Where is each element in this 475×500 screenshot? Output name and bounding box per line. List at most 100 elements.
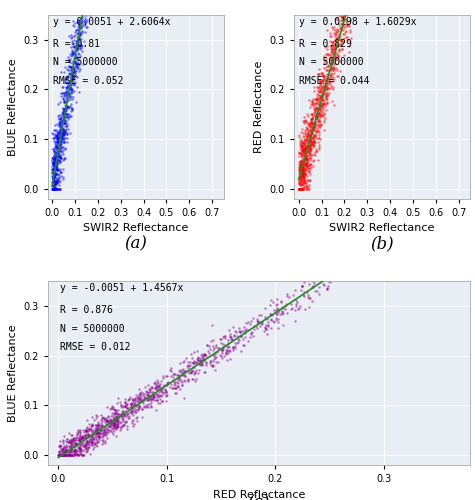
Point: [72, 448, 79, 456]
Point: [148, 396, 155, 404]
Point: [113, 420, 120, 428]
Point: [74, 73, 81, 81]
Point: [63, 451, 71, 459]
Point: [320, 60, 328, 68]
Point: [78, 440, 86, 448]
Point: [77, 445, 85, 453]
Point: [51, 156, 59, 164]
Point: [214, 344, 221, 352]
Point: [305, 121, 313, 129]
Point: [127, 400, 134, 408]
Point: [306, 103, 314, 111]
Point: [330, 40, 337, 48]
Point: [342, 16, 350, 24]
Point: [205, 348, 213, 356]
Point: [319, 101, 327, 109]
Point: [159, 382, 167, 390]
Point: [60, 138, 67, 146]
Point: [76, 30, 83, 38]
Point: [97, 423, 105, 431]
Point: [307, 146, 314, 154]
Point: [56, 444, 63, 452]
Point: [62, 444, 70, 452]
Point: [124, 400, 131, 408]
Point: [85, 443, 92, 451]
Point: [63, 130, 71, 138]
Point: [342, 27, 350, 35]
Point: [91, 434, 98, 442]
Point: [104, 417, 112, 425]
Point: [102, 431, 109, 439]
Point: [327, 64, 335, 72]
Point: [314, 90, 321, 98]
Point: [62, 451, 70, 459]
Point: [306, 149, 314, 157]
Point: [305, 120, 313, 128]
Point: [173, 378, 180, 386]
Point: [337, 40, 344, 48]
Point: [57, 449, 65, 457]
Point: [208, 360, 215, 368]
Point: [85, 433, 92, 441]
Point: [69, 64, 77, 72]
Point: [66, 450, 73, 458]
Point: [229, 343, 237, 351]
Point: [293, 296, 300, 304]
Point: [52, 145, 59, 153]
Point: [127, 402, 134, 410]
Point: [209, 350, 217, 358]
Point: [342, 22, 349, 30]
Point: [322, 74, 330, 82]
Point: [295, 162, 303, 170]
Point: [300, 145, 307, 153]
Point: [66, 451, 74, 459]
Point: [67, 63, 75, 71]
Point: [82, 441, 89, 449]
Point: [187, 360, 194, 368]
Point: [192, 374, 200, 382]
Point: [55, 144, 63, 152]
Point: [111, 420, 118, 428]
Point: [330, 38, 337, 46]
Point: [61, 154, 68, 162]
Point: [76, 46, 84, 54]
Point: [104, 420, 111, 428]
Point: [66, 92, 73, 100]
Point: [300, 171, 307, 179]
Point: [122, 418, 130, 426]
Point: [341, 1, 348, 9]
Point: [112, 406, 120, 414]
Point: [55, 152, 63, 160]
Point: [134, 396, 142, 404]
Point: [319, 106, 326, 114]
Point: [301, 144, 309, 152]
Point: [73, 440, 80, 448]
Point: [49, 154, 57, 162]
Point: [330, 57, 337, 65]
Point: [57, 158, 64, 166]
Point: [338, 11, 345, 19]
Point: [264, 318, 272, 326]
Point: [76, 29, 83, 37]
Point: [88, 421, 95, 429]
Point: [88, 430, 95, 438]
Point: [62, 446, 70, 454]
Point: [312, 128, 320, 136]
Point: [344, 36, 352, 44]
Point: [196, 361, 203, 369]
Point: [299, 184, 306, 192]
Point: [311, 286, 319, 294]
Point: [85, 431, 92, 439]
Point: [199, 355, 207, 363]
Point: [267, 315, 275, 323]
Point: [60, 137, 67, 145]
Point: [330, 84, 337, 92]
Point: [376, 243, 384, 251]
Point: [59, 132, 66, 140]
Point: [178, 369, 186, 377]
Point: [62, 83, 70, 91]
Point: [102, 425, 109, 433]
Point: [319, 71, 326, 79]
Point: [294, 298, 301, 306]
Point: [117, 410, 124, 418]
